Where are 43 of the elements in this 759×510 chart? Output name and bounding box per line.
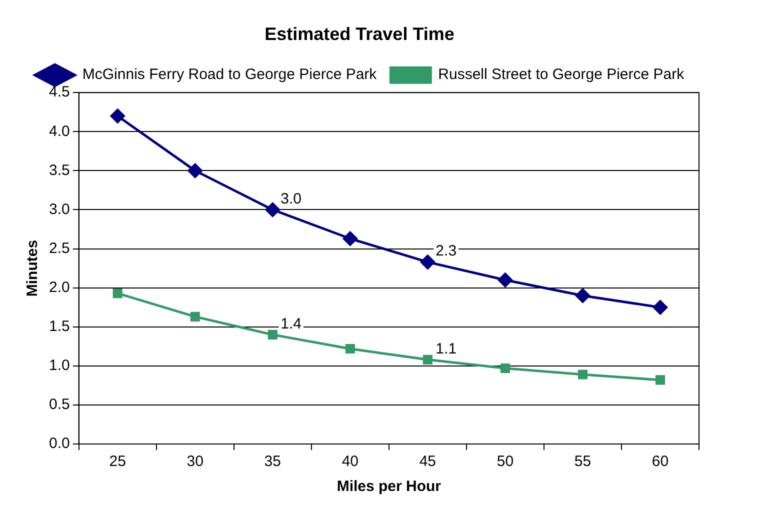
x-tick-label: 40 xyxy=(342,453,359,470)
point xyxy=(342,231,358,246)
x-tick-label: 30 xyxy=(186,453,204,470)
x-tick-label: 50 xyxy=(496,453,514,470)
point xyxy=(420,254,435,270)
x-tick-label: 35 xyxy=(264,453,281,470)
point xyxy=(652,300,668,315)
y-tick-label: 3.0 xyxy=(48,200,70,218)
point xyxy=(578,370,588,380)
y-tick-label: 1.5 xyxy=(48,318,70,336)
point xyxy=(188,163,202,178)
x-tick-label: 55 xyxy=(574,453,592,470)
y-tick-label: 2.0 xyxy=(48,278,70,296)
y-axis-title: Minutes xyxy=(24,240,42,297)
point xyxy=(268,330,278,340)
point xyxy=(190,312,200,322)
point xyxy=(265,202,280,217)
point xyxy=(110,108,125,124)
point xyxy=(500,363,510,374)
y-tick-label: 0.5 xyxy=(48,396,70,414)
y-tick-label: 3.5 xyxy=(48,162,70,179)
chart-title: Estimated Travel Time xyxy=(264,24,454,44)
data-label: 1.4 xyxy=(280,315,302,332)
y-tick-label: 1.0 xyxy=(48,357,70,374)
data-label: 2.3 xyxy=(436,242,457,260)
y-tick-label: 4.0 xyxy=(48,122,70,140)
legend-label: McGinnis Ferry Road to George Pierce Park xyxy=(82,66,378,84)
legend-label: Russell Street to George Pierce Park xyxy=(438,66,685,84)
y-tick-label: 4.5 xyxy=(48,84,70,101)
point xyxy=(112,288,122,298)
point xyxy=(345,344,355,354)
point xyxy=(655,375,666,385)
x-tick-label: 45 xyxy=(419,453,436,470)
x-tick-label: 25 xyxy=(109,453,126,470)
y-tick-label: 0.0 xyxy=(48,435,70,452)
point xyxy=(498,272,512,288)
point xyxy=(575,288,590,303)
data-label: 1.1 xyxy=(436,340,457,358)
y-tick-label: 2.5 xyxy=(48,240,70,257)
point xyxy=(422,354,432,364)
data-label: 3.0 xyxy=(280,190,302,208)
x-tick-label: 60 xyxy=(652,453,669,470)
x-axis-title: Miles per Hour xyxy=(336,478,442,496)
